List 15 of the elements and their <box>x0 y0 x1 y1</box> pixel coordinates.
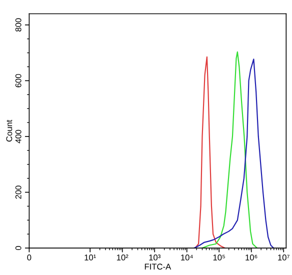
y-tick-label: 800 <box>15 18 22 32</box>
y-tick-label: 400 <box>15 130 22 144</box>
y-tick-label: 200 <box>15 186 22 199</box>
x-tick-label: 10⁶ <box>246 254 258 260</box>
y-axis-title: Count <box>6 120 12 142</box>
x-axis-title: FITC-A <box>144 264 172 270</box>
x-tick-label: 10⁷ <box>278 254 290 260</box>
x-tick-label: 10¹ <box>84 254 96 260</box>
y-tick-label: 0 <box>15 246 22 250</box>
x-tick-label: 10² <box>116 254 128 260</box>
x-tick-label: 0 <box>27 254 32 260</box>
x-tick-label: 10⁴ <box>181 254 193 260</box>
x-tick-label: 10³ <box>149 254 160 260</box>
y-tick-label: 600 <box>15 74 22 88</box>
x-tick-label: 10⁵ <box>213 254 225 260</box>
